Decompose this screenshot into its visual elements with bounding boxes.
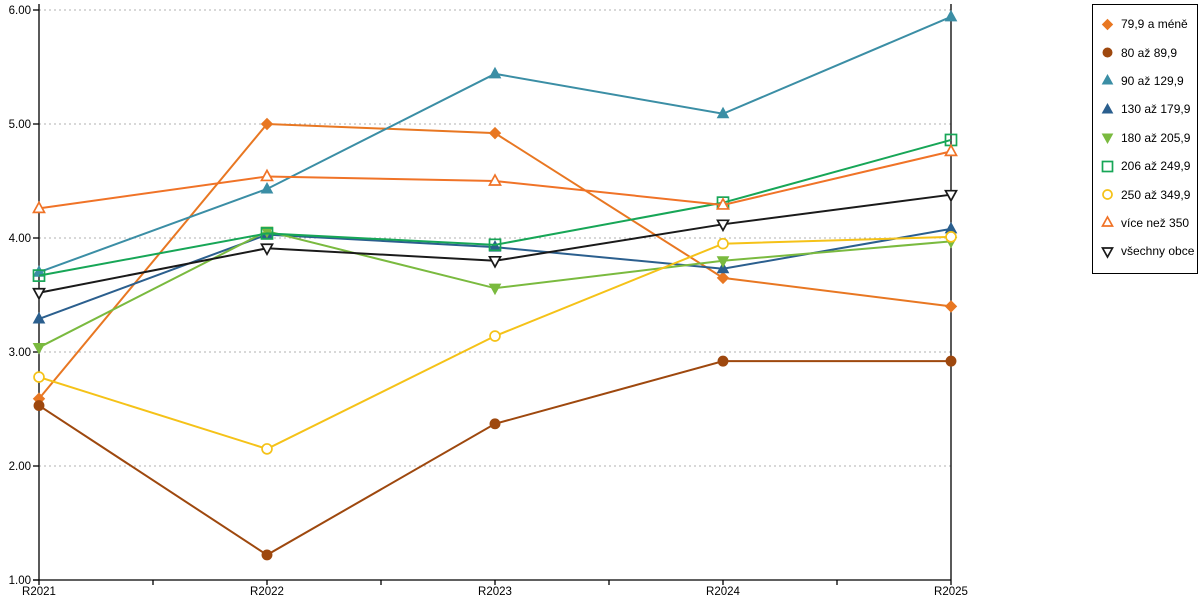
x-tick-label: R2025 <box>934 586 968 598</box>
legend-item: více než 350 <box>1100 209 1195 237</box>
y-tick-label: 2.00 <box>9 461 31 473</box>
circle-marker-icon <box>1102 47 1113 58</box>
y-tick-label: 3.00 <box>9 347 31 359</box>
legend-label: více než 350 <box>1121 215 1190 230</box>
legend-label: 79,9 a méně <box>1121 17 1188 32</box>
series-8 <box>32 189 958 301</box>
series-2 <box>32 9 958 277</box>
legend-item: 250 až 349,9 <box>1100 180 1195 208</box>
legend-item: 180 až 205,9 <box>1100 124 1195 152</box>
legend-item: 79,9 a méně <box>1100 10 1195 38</box>
x-tick-label: R2024 <box>706 586 740 598</box>
y-tick-label: 1.00 <box>9 575 31 587</box>
series-0 <box>32 117 958 405</box>
series-line <box>38 360 951 557</box>
triangle-up-marker-icon <box>1101 74 1114 85</box>
legend-label: 130 až 179,9 <box>1121 102 1191 117</box>
triangle-down-marker-icon <box>1101 246 1114 259</box>
series-7 <box>32 143 958 214</box>
circle-marker-icon <box>1102 189 1113 200</box>
triangle-down-marker-icon <box>1101 133 1114 145</box>
series-5 <box>32 133 958 282</box>
y-tick-label: 4.00 <box>9 233 31 245</box>
y-tick-label: 6.00 <box>9 5 31 17</box>
legend-item: 206 až 249,9 <box>1100 152 1195 180</box>
legend-label: všechny obce <box>1121 244 1195 259</box>
x-tick-label: R2022 <box>250 586 284 598</box>
series-1 <box>33 355 957 561</box>
diamond-marker-icon <box>1101 18 1114 30</box>
legend-label: 80 až 89,9 <box>1121 45 1178 60</box>
legend-item: všechny obce <box>1100 237 1195 265</box>
series-4 <box>32 226 958 355</box>
triangle-up-marker-icon <box>1101 215 1114 228</box>
chart-legend: 79,9 a méně 80 až 89,9 90 až 129,9 130 až 1… <box>1092 4 1198 274</box>
series-6 <box>33 231 957 455</box>
legend-item: 80 až 89,9 <box>1100 38 1195 66</box>
legend-label: 180 až 205,9 <box>1121 130 1191 145</box>
x-tick-label: R2021 <box>22 586 56 598</box>
legend-item: 130 až 179,9 <box>1100 95 1195 123</box>
legend-label: 206 až 249,9 <box>1121 159 1191 174</box>
x-tick-label: R2023 <box>478 586 512 598</box>
square-marker-icon <box>1101 160 1114 172</box>
triangle-up-marker-icon <box>1101 102 1114 114</box>
y-tick-label: 5.00 <box>9 119 31 131</box>
series-line <box>38 138 952 277</box>
legend-label: 250 až 349,9 <box>1121 187 1191 202</box>
legend-item: 90 až 129,9 <box>1100 67 1195 95</box>
legend-label: 90 až 129,9 <box>1121 73 1184 88</box>
